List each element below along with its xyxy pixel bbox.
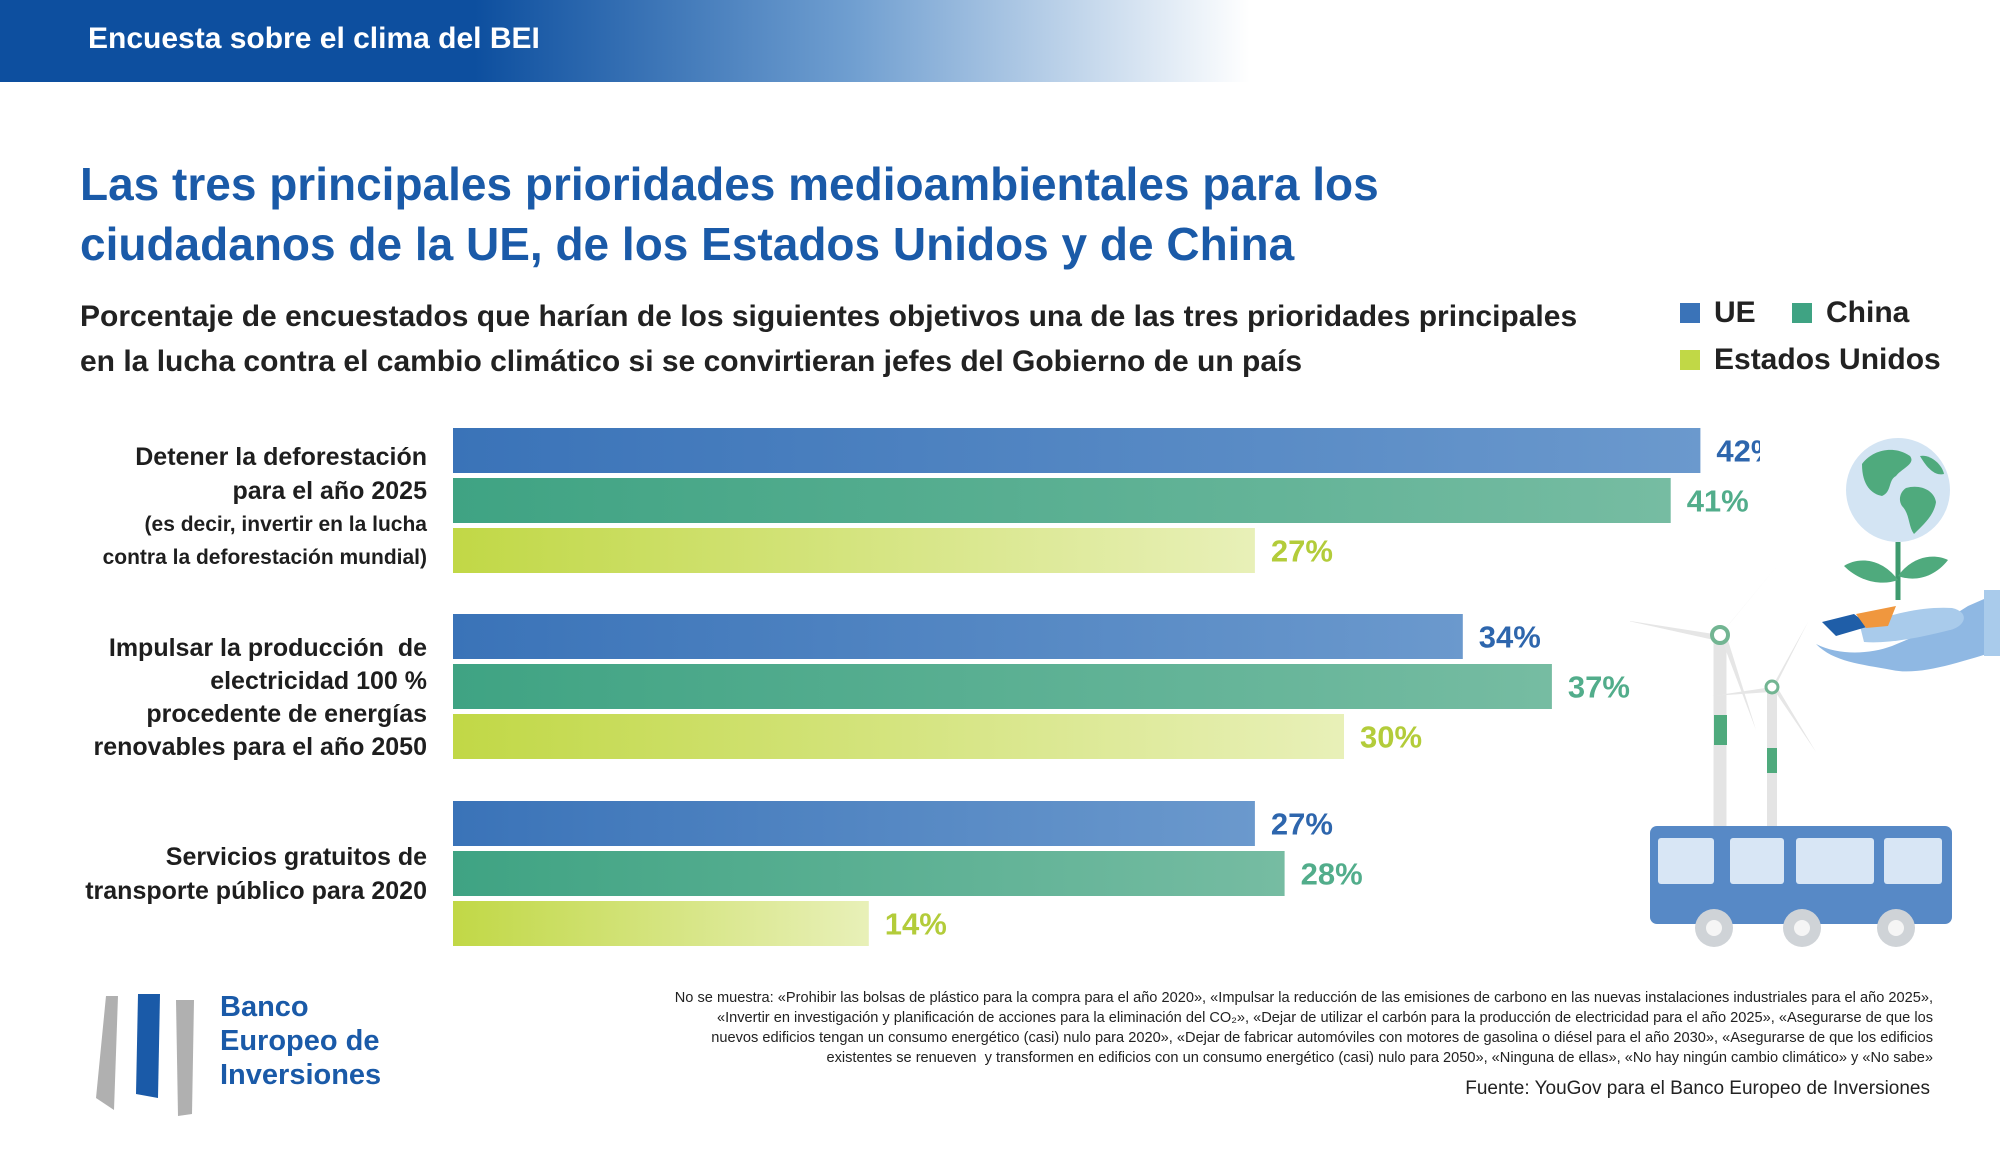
category-label-line: contra la deforestación mundial)	[102, 546, 427, 569]
bus-icon	[1650, 826, 1952, 947]
legend-swatch-ue	[1680, 303, 1700, 323]
chart-subtitle-line: en la lucha contra el cambio climático s…	[80, 345, 1303, 378]
data-label-ue: 27%	[1271, 807, 1333, 842]
logo-line: Inversiones	[220, 1059, 382, 1091]
category-label-line: Servicios gratuitos de	[165, 843, 427, 871]
logo-line: Banco	[220, 991, 309, 1023]
bar-estados-unidos	[453, 901, 869, 946]
footnote-line: No se muestra: «Prohibir las bolsas de p…	[674, 990, 1933, 1006]
category-label-line: Detener la deforestación	[135, 443, 427, 471]
category-label-line: renovables para el año 2050	[93, 733, 427, 761]
chart-title: Las tres principales prioridades medioam…	[80, 154, 1580, 274]
hand-icon	[1816, 590, 2000, 672]
bar-china	[453, 851, 1285, 896]
category-label-line: procedente de energías	[146, 700, 427, 728]
bei-logo-text: Banco Europeo de Inversiones	[220, 990, 381, 1092]
category-label-line: para el año 2025	[232, 477, 427, 505]
category-label-line: transporte público para 2020	[85, 877, 427, 905]
chart-legend: UE China Estados Unidos	[1680, 296, 1980, 386]
data-label-ue: 42%	[1716, 434, 1760, 469]
chart-title-line: Las tres principales prioridades medioam…	[80, 158, 1379, 210]
bar-estados-unidos	[453, 714, 1344, 759]
data-label-china: 37%	[1568, 670, 1630, 705]
sprout-icon	[1844, 542, 1948, 600]
wind-turbine-icon	[1630, 560, 1782, 850]
logo-line: Europeo de	[220, 1025, 380, 1057]
data-label-estados-unidos: 30%	[1360, 720, 1422, 755]
globe-icon	[1846, 438, 1950, 542]
legend-item-china: China	[1792, 296, 1909, 330]
source-credit: Fuente: YouGov para el Banco Europeo de …	[1465, 1078, 1930, 1099]
chart-subtitle-line: Porcentaje de encuestados que harían de …	[80, 300, 1578, 333]
data-label-china: 28%	[1301, 857, 1363, 892]
wind-turbine-icon	[1712, 622, 1816, 850]
footnote: No se muestra: «Prohibir las bolsas de p…	[600, 988, 1933, 1068]
header-banner: Encuesta sobre el clima del BEI	[0, 0, 1250, 82]
category-label-line: electricidad 100 %	[210, 667, 427, 695]
legend-item-estados-unidos: Estados Unidos	[1680, 343, 1941, 377]
data-label-estados-unidos: 14%	[885, 907, 947, 942]
bar-ue	[453, 614, 1463, 659]
category-label-transport: Servicios gratuitos de transporte públic…	[40, 840, 427, 908]
climate-illustration	[1630, 438, 2000, 947]
data-label-china: 41%	[1687, 484, 1749, 519]
data-label-estados-unidos: 27%	[1271, 534, 1333, 569]
legend-swatch-estados-unidos	[1680, 350, 1700, 370]
bar-estados-unidos	[453, 528, 1255, 573]
legend-swatch-china	[1792, 303, 1812, 323]
bar-ue	[453, 801, 1255, 846]
category-label-deforestation: Detener la deforestación para el año 202…	[40, 440, 427, 574]
chart-title-line: ciudadanos de la UE, de los Estados Unid…	[80, 218, 1295, 270]
footnote-line: nuevos edificios tengan un consumo energ…	[711, 1030, 1933, 1046]
bar-chart: 42% 41% 27% 34% 37% 30% 27% 28% 14%	[453, 428, 1760, 946]
category-label-renewables: Impulsar la producción de electricidad 1…	[40, 632, 427, 764]
footnote-line: «Invertir en investigación y planificaci…	[716, 1010, 1933, 1026]
category-label-line: (es decir, invertir en la lucha	[144, 513, 427, 536]
data-label-ue: 34%	[1479, 620, 1541, 655]
legend-label: UE	[1714, 296, 1756, 329]
legend-label: Estados Unidos	[1714, 343, 1941, 376]
legend-label: China	[1826, 296, 1910, 329]
banner-title: Encuesta sobre el clima del BEI	[88, 22, 540, 55]
legend-item-ue: UE	[1680, 296, 1756, 330]
bar-china	[453, 664, 1552, 709]
footnote-line: existentes se renueven y transformen en …	[826, 1050, 1933, 1066]
category-label-line: Impulsar la producción de	[108, 634, 427, 662]
chart-subtitle: Porcentaje de encuestados que harían de …	[80, 294, 1600, 384]
bei-logo-icon	[96, 994, 194, 1116]
bar-china	[453, 478, 1671, 523]
bar-ue	[453, 428, 1701, 473]
